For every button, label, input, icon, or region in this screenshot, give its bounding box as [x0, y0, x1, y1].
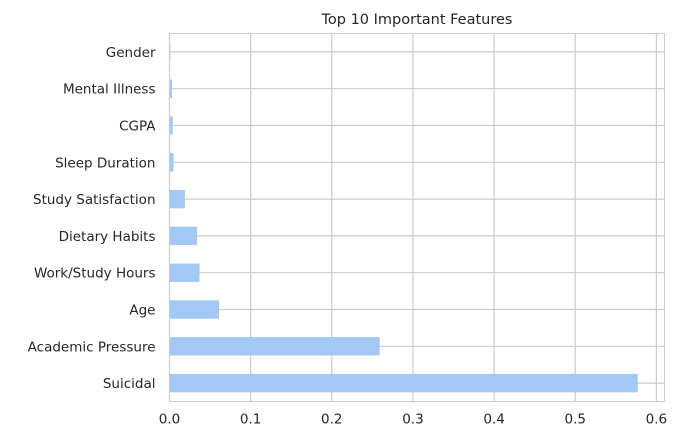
bars: [169, 42, 638, 393]
x-tick-label: 0.1: [240, 412, 261, 428]
x-tick-label: 0.2: [321, 412, 342, 428]
y-tick-labels: Suicidal Academic Pressure Age Work/Study H…: [28, 45, 157, 392]
grid-lines: [168, 33, 665, 402]
bar: [169, 337, 380, 356]
y-tick-label: Suicidal: [103, 376, 156, 392]
chart-title: Top 10 Important Features: [321, 12, 513, 28]
bar: [169, 79, 172, 98]
x-tick-label: 0.6: [646, 412, 667, 428]
bar: [169, 226, 198, 246]
y-tick-label: Sleep Duration: [55, 155, 155, 171]
y-tick-label: Academic Pressure: [28, 339, 156, 355]
y-tick-label: Study Satisfaction: [33, 192, 156, 208]
y-tick-label: Dietary Habits: [59, 229, 156, 245]
bar: [169, 153, 174, 172]
x-tick-label: 0.3: [402, 412, 423, 428]
y-tick-label: Work/Study Hours: [34, 266, 156, 282]
plot-frame: [169, 33, 665, 402]
x-tick-label: 0.4: [483, 412, 504, 428]
y-tick-label: Gender: [106, 45, 156, 61]
bar: [169, 300, 219, 319]
bar: [169, 189, 185, 209]
x-tick-label: 0.5: [564, 412, 585, 428]
bar: [169, 373, 638, 393]
y-tick-label: CGPA: [119, 119, 156, 135]
bar: [169, 116, 173, 135]
y-tick-label: Age: [129, 303, 155, 319]
bar: [169, 263, 200, 282]
x-tick-label: 0.0: [159, 412, 180, 428]
y-tick-label: Mental Illness: [63, 82, 156, 98]
x-tick-labels: 0.0 0.1 0.2 0.3 0.4 0.5 0.6: [159, 412, 667, 428]
